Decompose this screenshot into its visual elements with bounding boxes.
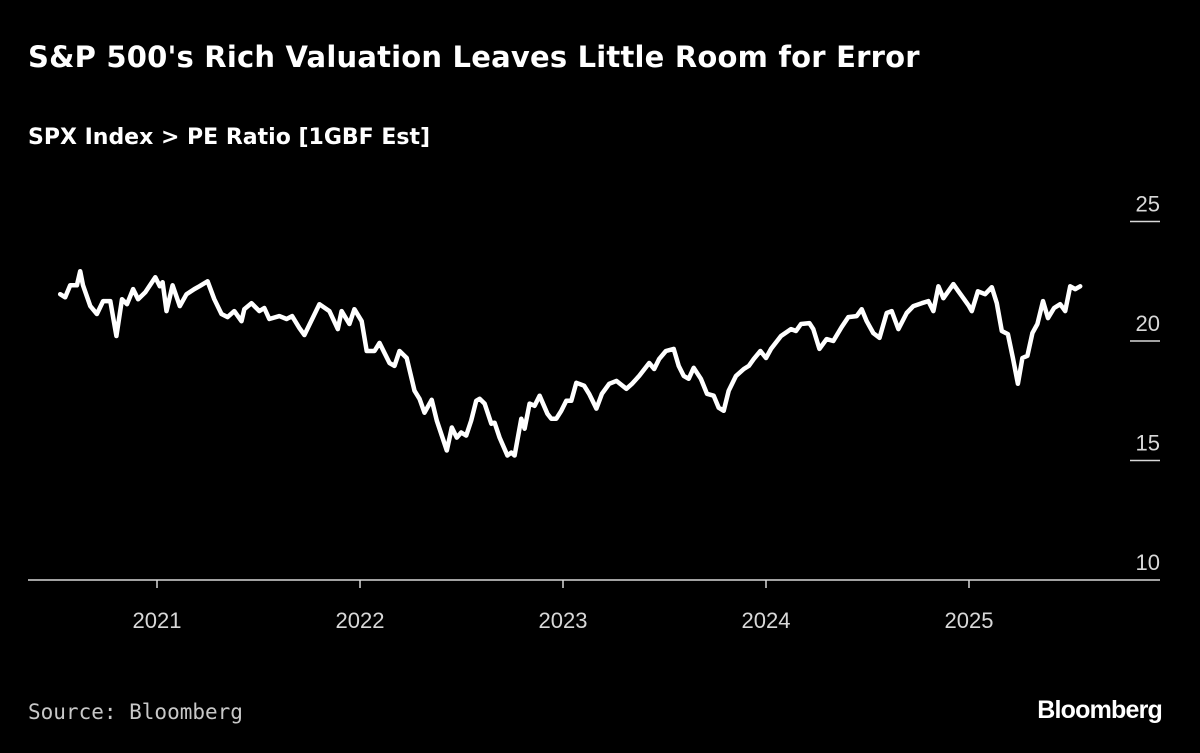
- x-tick-label: 2021: [133, 608, 182, 633]
- pe-ratio-line: [57, 268, 1083, 458]
- y-tick-label: 15: [1136, 431, 1160, 456]
- source-note: Source: Bloomberg: [28, 700, 243, 724]
- y-tick-label: 25: [1136, 192, 1160, 217]
- y-tick-label: 10: [1136, 550, 1160, 575]
- chart-title: S&P 500's Rich Valuation Leaves Little R…: [28, 40, 920, 74]
- y-tick-label: 20: [1136, 311, 1160, 336]
- x-tick-label: 2023: [539, 608, 588, 633]
- bloomberg-logo: Bloomberg: [1037, 696, 1163, 724]
- x-tick-label: 2022: [336, 608, 385, 633]
- x-tick-label: 2025: [945, 608, 994, 633]
- x-tick-label: 2024: [742, 608, 791, 633]
- chart-subtitle: SPX Index > PE Ratio [1GBF Est]: [28, 125, 431, 150]
